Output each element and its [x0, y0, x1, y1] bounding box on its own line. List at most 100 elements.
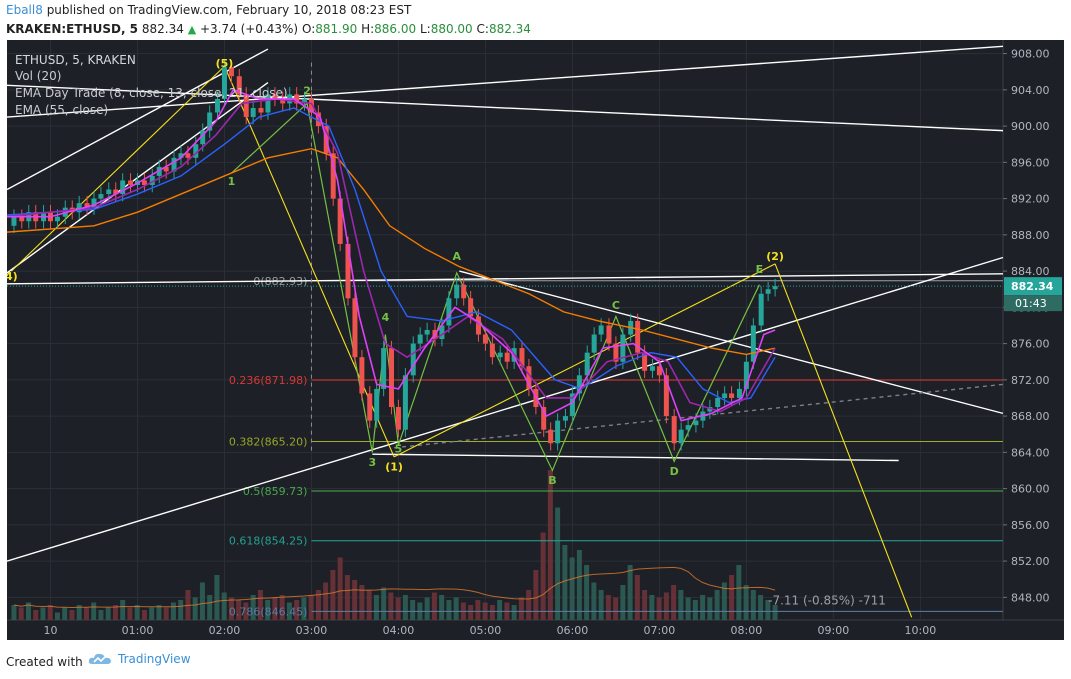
wave-label: B	[548, 474, 556, 487]
candle-body	[128, 180, 134, 185]
candle-body	[519, 348, 525, 367]
candle-body	[736, 388, 742, 398]
chart-area[interactable]: 0(882.93)0.236(871.98)0.382(865.20)0.5(8…	[5, 40, 1064, 640]
volume-bar	[446, 600, 452, 620]
candle-body	[345, 243, 351, 299]
volume-bar	[555, 507, 561, 620]
tradingview-label[interactable]: TradingView	[118, 652, 191, 666]
candle-body	[381, 348, 387, 389]
ema-8-line	[7, 88, 776, 422]
volume-bar	[352, 580, 358, 620]
volume-bar	[526, 590, 532, 620]
volume-bar	[388, 592, 394, 620]
time-tick-label: 05:00	[470, 624, 502, 637]
volume-bar	[323, 582, 329, 620]
volume-bar	[424, 597, 430, 620]
volume-bar	[359, 585, 365, 620]
low-value: 880.00	[430, 22, 473, 36]
price-tick-label: 852.00	[1011, 555, 1050, 568]
volume-bar	[721, 582, 727, 620]
volume-bar	[656, 597, 662, 620]
legend-ema-55[interactable]: EMA (55, close)	[15, 103, 108, 117]
volume-bar	[439, 595, 445, 620]
volume-bar	[207, 595, 213, 620]
volume-bar	[178, 600, 184, 620]
volume-bar	[642, 590, 648, 620]
tradingview-cloud-icon	[88, 653, 111, 664]
candle-body	[54, 216, 60, 222]
fib-layer: 0(882.93)0.236(871.98)0.382(865.20)0.5(8…	[229, 275, 1003, 618]
candle-body	[301, 98, 307, 104]
volume-bar	[265, 600, 271, 620]
tradingview-brand[interactable]: TradingView	[88, 651, 191, 667]
candle-body	[715, 397, 721, 408]
volume-bar	[221, 592, 227, 620]
volume-bar	[192, 597, 198, 620]
candle-body	[707, 407, 713, 412]
candle-body	[207, 112, 213, 131]
legend-ema-day-trade[interactable]: EMA Day Trade (8, close, 13, close, 21, …	[15, 86, 288, 100]
price-tick-label: 848.00	[1011, 591, 1050, 604]
wave-label: 4	[382, 311, 390, 324]
horizontal-support-line	[372, 453, 899, 462]
volume-bar	[468, 605, 474, 620]
high-label: H:	[361, 22, 375, 36]
volume-bar	[272, 597, 278, 620]
wave-label: D	[670, 465, 679, 478]
candle-body	[265, 94, 271, 113]
volume-bar	[301, 597, 307, 620]
candle-body	[367, 393, 373, 421]
up-triangle-icon: ▲	[187, 23, 197, 36]
candle-body	[482, 334, 488, 344]
legend-layer: ETHUSD, 5, KRAKEN Vol (20) EMA Day Trade…	[15, 53, 288, 117]
volume-bar	[678, 590, 684, 620]
candle-body	[591, 334, 597, 353]
wave-label: 3	[369, 456, 377, 469]
candle-body	[685, 425, 691, 430]
candle-body	[649, 366, 655, 371]
legend-volume[interactable]: Vol (20)	[15, 69, 61, 83]
wave-projection-line	[774, 263, 913, 618]
wave-label: (2)	[766, 250, 784, 263]
axis-layer: 908.00 904.00 900.00 896.00 892.00 888.00 884.…	[7, 48, 1062, 637]
time-tick-label: 01:00	[122, 624, 154, 637]
volume-bar	[547, 470, 553, 620]
candle-body	[120, 180, 126, 195]
candle-body	[758, 293, 764, 326]
author-link[interactable]: Eball8	[6, 3, 43, 17]
volume-bar	[250, 595, 256, 620]
candle-body	[250, 107, 256, 118]
measure-label: -7.11 (-0.85%) -711	[768, 594, 886, 608]
candle-body	[562, 416, 568, 421]
time-tick-label: 07:00	[644, 624, 676, 637]
volume-bar	[402, 595, 408, 620]
candle-body	[193, 144, 199, 158]
candle-body	[178, 153, 184, 158]
price-chart[interactable]: 0(882.93)0.236(871.98)0.382(865.20)0.5(8…	[5, 40, 1064, 640]
candle-body	[454, 284, 460, 299]
candle-body	[417, 334, 423, 344]
volume-bar	[141, 610, 147, 620]
footer: Created with TradingView	[0, 645, 1071, 679]
candle-body	[446, 298, 452, 326]
close-value: 882.34	[488, 22, 531, 36]
volume-bar	[497, 600, 503, 620]
chart-background	[7, 40, 1064, 640]
volume-bar	[214, 575, 220, 620]
candle-body	[722, 393, 728, 398]
volume-bar	[286, 602, 292, 620]
fib-level-label: 0.236(871.98)	[229, 374, 308, 387]
candle-layer	[11, 59, 778, 451]
volume-bar	[149, 607, 155, 620]
volume-bar	[257, 590, 263, 620]
volume-bar	[199, 582, 205, 620]
candle-body	[635, 320, 641, 353]
candle-body	[228, 67, 234, 77]
candle-body	[424, 330, 430, 335]
candle-body	[729, 393, 735, 398]
volume-bar	[127, 607, 133, 620]
candle-body	[461, 284, 467, 299]
candle-body	[236, 76, 242, 95]
volume-bar	[236, 600, 242, 620]
volume-bar	[279, 595, 285, 620]
